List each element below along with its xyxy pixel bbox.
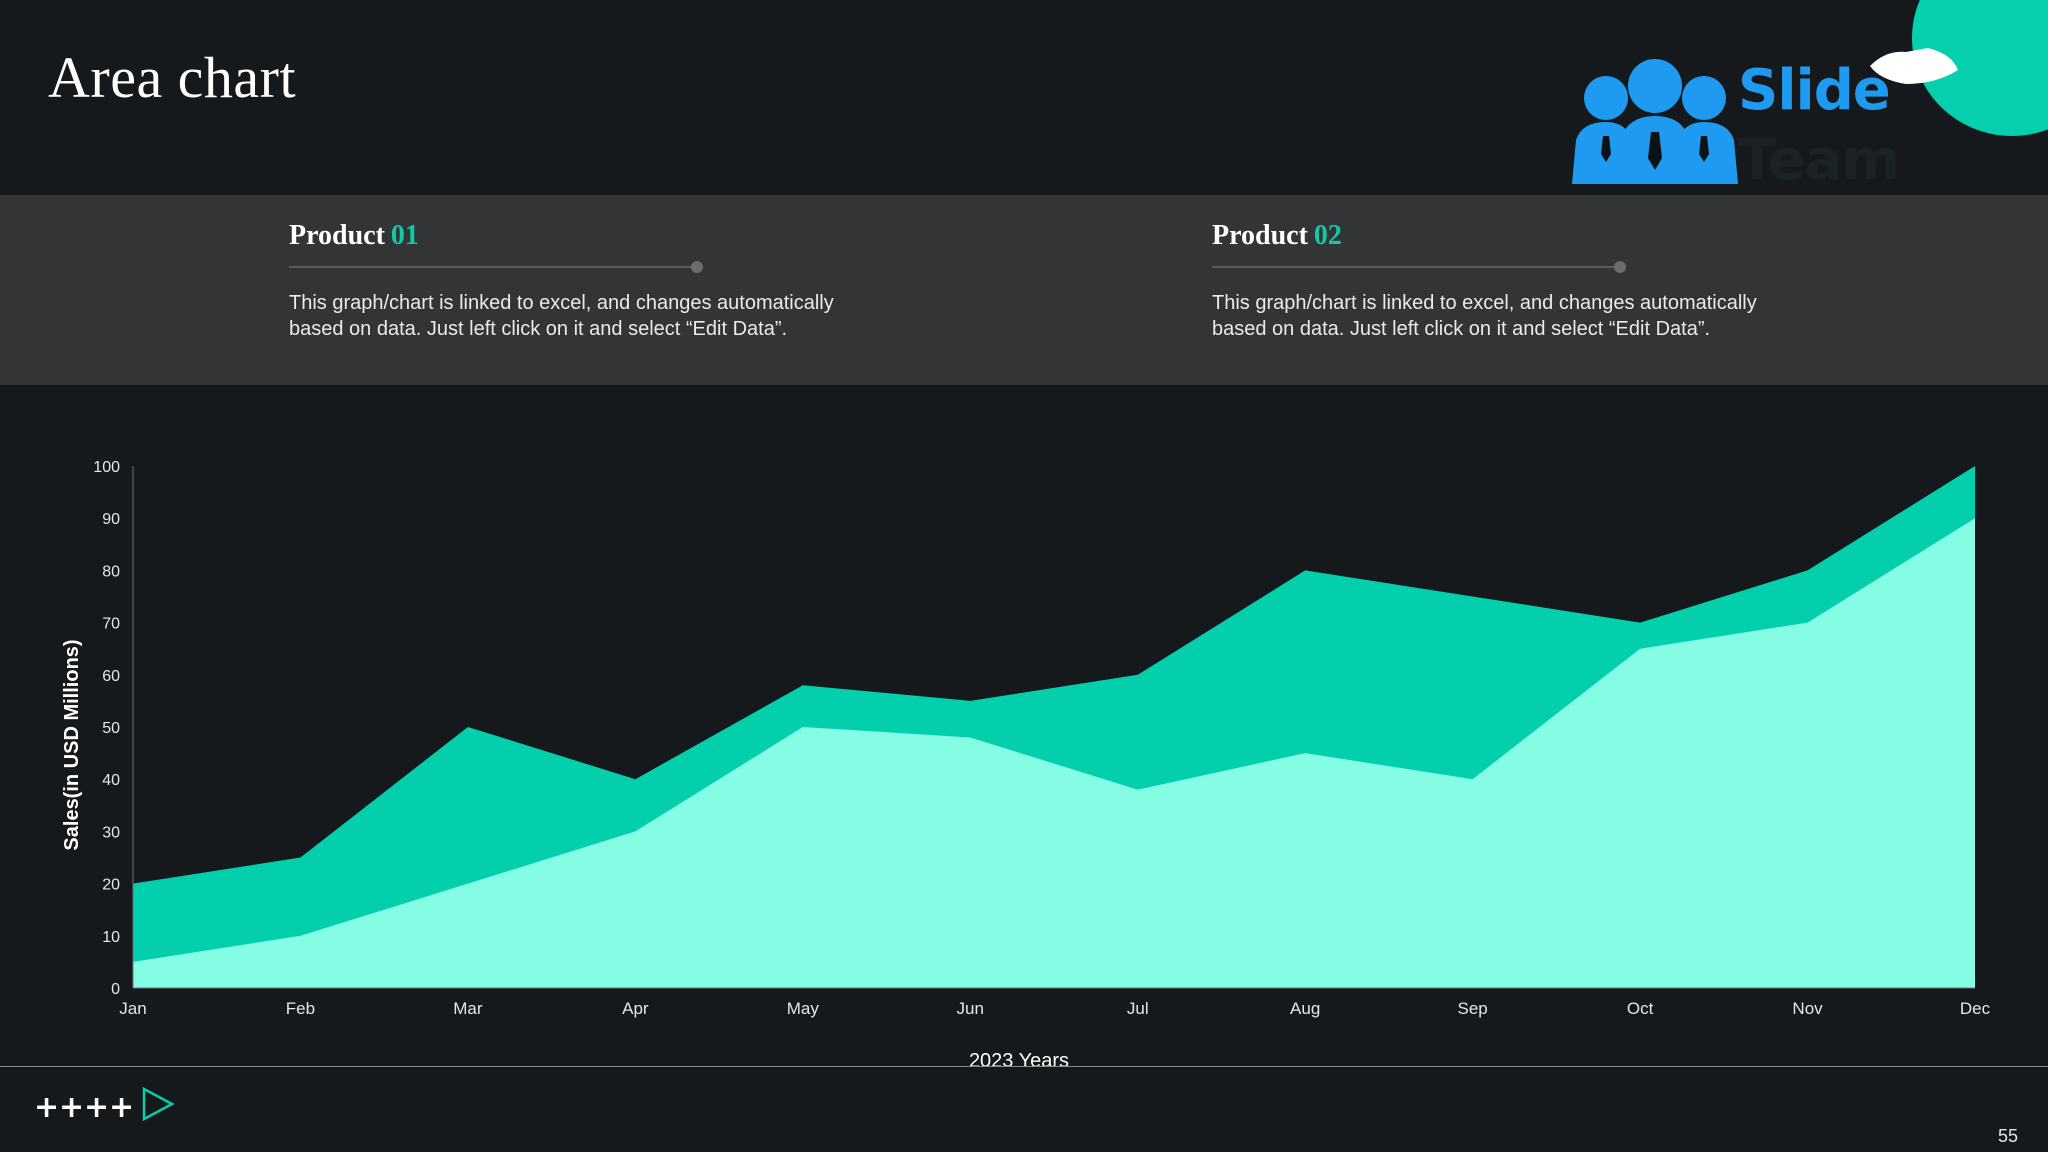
- footer-divider: [0, 1066, 2048, 1067]
- play-icon: [142, 1086, 175, 1122]
- product-02-divider: [1212, 261, 1626, 273]
- x-tick-label: Oct: [1627, 999, 1654, 1018]
- slideteam-logo-icon: [1572, 59, 1738, 184]
- plus-icon: +: [109, 1090, 135, 1125]
- y-tick-label: 40: [102, 772, 120, 789]
- logo-text-team: Team: [1738, 128, 1900, 193]
- swoosh-decoration: [1870, 48, 1958, 84]
- plus-icon: +: [34, 1090, 60, 1125]
- y-tick-label: 30: [102, 824, 120, 841]
- x-tick-label: Dec: [1960, 999, 1991, 1018]
- x-tick-label: Jun: [957, 999, 984, 1018]
- product-02-number: 02: [1313, 220, 1342, 251]
- product-02-description: This graph/chart is linked to excel, and…: [1212, 292, 1757, 340]
- x-tick-label: Nov: [1792, 999, 1823, 1018]
- x-tick-label: Sep: [1458, 999, 1488, 1018]
- product-02-heading: Product 02: [1212, 220, 1772, 252]
- plus-icon: +: [84, 1090, 110, 1125]
- page-number: 55: [1998, 1126, 2019, 1146]
- x-tick-label: Feb: [286, 999, 315, 1018]
- page-title: Area chart: [48, 45, 297, 110]
- product-01-label: Product: [289, 220, 385, 251]
- product-01-number: 01: [390, 220, 419, 251]
- x-tick-label: May: [787, 999, 820, 1018]
- x-axis-label: 2023 Years: [969, 1050, 1069, 1072]
- y-axis-label: Sales(in USD Millions): [61, 639, 83, 850]
- divider-dot: [691, 261, 703, 273]
- y-tick-label: 10: [102, 929, 120, 946]
- y-tick-label: 60: [102, 668, 120, 685]
- product-01-heading: Product 01: [289, 220, 849, 252]
- x-tick-label: Mar: [453, 999, 483, 1018]
- x-tick-label: Apr: [622, 999, 649, 1018]
- divider-dot: [1614, 261, 1626, 273]
- y-tick-label: 70: [102, 616, 120, 633]
- x-tick-label: Aug: [1290, 999, 1320, 1018]
- plus-icon: +: [59, 1090, 85, 1125]
- product-01-description: This graph/chart is linked to excel, and…: [289, 292, 834, 340]
- y-tick-label: 80: [102, 563, 120, 580]
- product-02-block: Product 02 This graph/chart is linked to …: [1212, 220, 1772, 342]
- y-tick-label: 50: [102, 720, 120, 737]
- y-tick-label: 0: [111, 981, 120, 998]
- x-tick-label: Jan: [119, 999, 146, 1018]
- y-tick-label: 100: [93, 459, 120, 476]
- product-01-divider: [289, 261, 703, 273]
- y-tick-label: 20: [102, 877, 120, 894]
- logo-text-slide: Slide: [1738, 58, 1891, 123]
- product-02-label: Product: [1212, 220, 1308, 251]
- product-01-block: Product 01 This graph/chart is linked to …: [289, 220, 849, 342]
- area-chart: 0 10 20 30 40 50 60 70 80 90 100 Jan Feb Mar Apr May Jun…: [61, 459, 1991, 1072]
- y-tick-label: 90: [102, 511, 120, 528]
- area-series-2: [133, 518, 1975, 988]
- product-description-band: [0, 195, 2048, 385]
- x-tick-label: Jul: [1127, 999, 1149, 1018]
